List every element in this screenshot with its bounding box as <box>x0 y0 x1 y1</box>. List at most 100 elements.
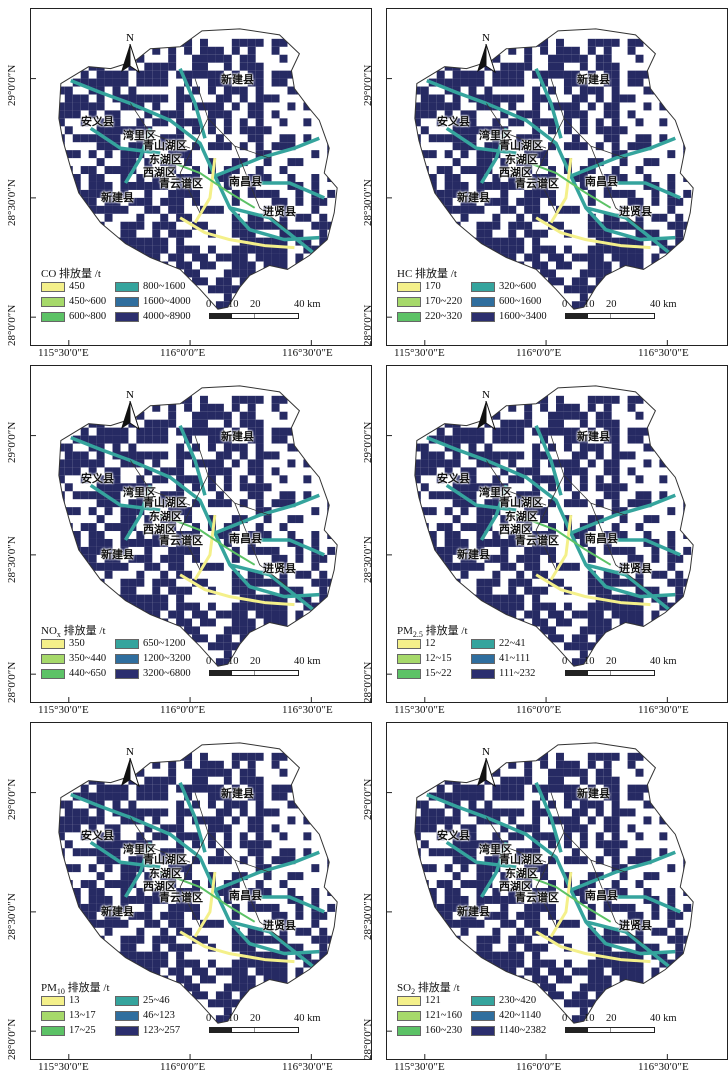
place-label: 青云谱区 <box>159 535 203 547</box>
legend-range: 1200~3200 <box>143 653 191 664</box>
legend-item: 4000~8900 <box>115 311 191 323</box>
scale-tick-label: 0 <box>206 299 212 310</box>
north-arrow: N <box>115 390 145 434</box>
road-emission-yellow <box>179 871 295 964</box>
legend-item: 121 <box>397 995 441 1007</box>
road-emission-green <box>159 514 256 566</box>
scale-tick-label: 20 <box>250 299 261 310</box>
legend-item: 15~22 <box>397 668 452 680</box>
legend-swatch <box>397 638 421 649</box>
legend-swatch <box>397 1010 421 1021</box>
map-canvas <box>387 28 694 345</box>
legend-title: PM2.5 排放量 /t <box>397 622 468 639</box>
road-emission-teal <box>70 781 325 973</box>
place-label: 进贤县 <box>263 206 296 218</box>
scale-tick-label: 40 km <box>650 299 677 310</box>
scale-bar-graphic <box>209 1027 299 1033</box>
legend-swatch <box>115 1010 139 1021</box>
road-emission-green <box>159 157 256 209</box>
place-label: 新建县 <box>101 549 134 561</box>
place-label: 新建县 <box>577 431 610 443</box>
legend-swatch <box>397 1025 421 1036</box>
map-canvas <box>387 385 694 702</box>
legend-range: 450~600 <box>69 296 107 307</box>
county-boundary <box>58 28 338 310</box>
legend-range: 160~230 <box>425 1025 463 1036</box>
legend-title-sub: 10 <box>56 987 65 997</box>
place-label: 新建县 <box>221 74 254 86</box>
map-panel: N 新建县 安义县 湾里区 青山湖区 东湖区 西湖区 青云谱区 南昌县 新建县 进贤县 SO2 排放… <box>386 722 728 1060</box>
place-label: 湾里区 <box>123 844 156 856</box>
place-label: 新建县 <box>457 549 490 561</box>
place-label: 南昌县 <box>585 176 618 188</box>
longitude-label: 116°0′0″E <box>160 1061 206 1073</box>
place-label: 东湖区 <box>149 154 182 166</box>
legend-range: 440~650 <box>69 668 107 679</box>
scale-tick-label: 40 km <box>294 656 321 667</box>
legend-swatch <box>397 995 421 1006</box>
place-label: 湾里区 <box>123 487 156 499</box>
legend-range: 25~46 <box>143 995 170 1006</box>
scale-tick-label: 20 <box>606 656 617 667</box>
place-label: 青山湖区 <box>499 140 543 152</box>
north-arrow-icon <box>477 43 496 74</box>
road-emission-teal <box>70 424 325 616</box>
legend-item: 17~25 <box>41 1025 96 1037</box>
legend-range: 13~17 <box>69 1010 96 1021</box>
road-emission-yellow <box>535 871 651 964</box>
legend-swatch <box>397 281 421 292</box>
latitude-label: 29°0′0″N <box>362 64 374 106</box>
legend-swatch <box>115 1025 139 1036</box>
latitude-label: 28°30′0″N <box>6 179 18 226</box>
scale-tick-label: 10 <box>584 299 595 310</box>
scale-tick-label: 0 <box>562 1013 568 1024</box>
legend-title-main: HC <box>397 268 413 280</box>
road-emission-teal <box>70 67 325 259</box>
legend-title: HC 排放量 /t <box>397 265 457 282</box>
place-label: 新建县 <box>577 788 610 800</box>
legend-title-sub: 2.5 <box>412 630 423 640</box>
legend-range: 1140~2382 <box>499 1025 547 1036</box>
legend-title-unit: 排放量 /t <box>412 268 457 280</box>
place-label: 西湖区 <box>143 881 176 893</box>
county-boundary <box>58 742 338 1024</box>
place-label: 新建县 <box>101 906 134 918</box>
legend-item: 13 <box>41 995 80 1007</box>
legend-range: 41~111 <box>499 653 531 664</box>
place-label: 进贤县 <box>263 920 296 932</box>
place-label: 西湖区 <box>499 167 532 179</box>
latitude-label: 28°0′0″N <box>362 661 374 703</box>
place-label: 进贤县 <box>619 920 652 932</box>
scale-tick-label: 10 <box>228 1013 239 1024</box>
legend-swatch <box>41 1025 65 1036</box>
legend-swatch <box>397 311 421 322</box>
road-emission-teal <box>426 781 681 973</box>
place-label: 安义县 <box>437 830 470 842</box>
district-boundaries <box>130 78 288 230</box>
place-label: 南昌县 <box>229 533 262 545</box>
scale-tick-label: 20 <box>250 1013 261 1024</box>
north-label: N <box>126 389 134 401</box>
legend-item: 420~1140 <box>471 1010 541 1022</box>
place-label: 南昌县 <box>585 533 618 545</box>
map-panel: N 新建县 安义县 湾里区 青山湖区 东湖区 西湖区 青云谱区 南昌县 新建县 进贤县 HC 排放量… <box>386 8 728 346</box>
legend-swatch <box>115 668 139 679</box>
place-label: 安义县 <box>437 116 470 128</box>
legend-item: 800~1600 <box>115 281 185 293</box>
north-arrow: N <box>471 747 501 791</box>
legend-item: 25~46 <box>115 995 170 1007</box>
place-label: 东湖区 <box>149 868 182 880</box>
place-label: 安义县 <box>81 830 114 842</box>
legend-title: NOx 排放量 /t <box>41 622 106 639</box>
road-emission-yellow <box>179 514 295 607</box>
latitude-label: 28°0′0″N <box>362 304 374 346</box>
map-canvas <box>31 742 338 1059</box>
district-boundaries <box>486 792 644 944</box>
place-label: 安义县 <box>81 473 114 485</box>
legend-range: 350~440 <box>69 653 107 664</box>
legend-swatch <box>41 995 65 1006</box>
legend-range: 170 <box>425 281 441 292</box>
longitude-label: 115°30′0″E <box>394 347 445 359</box>
legend-range: 15~22 <box>425 668 452 679</box>
legend-range: 650~1200 <box>143 638 186 649</box>
